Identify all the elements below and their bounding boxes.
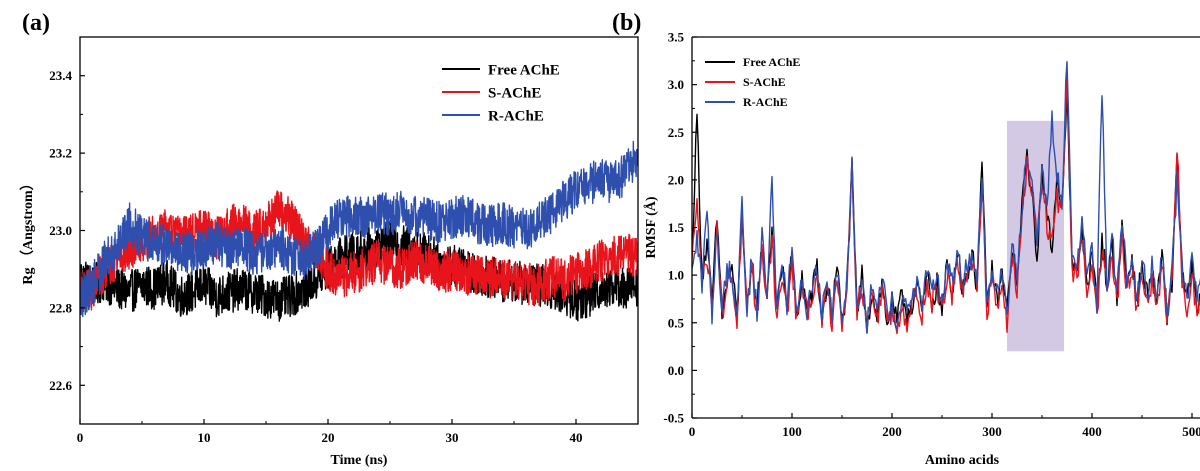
legend: Free AChE S-AChE R-AChE (705, 55, 800, 109)
x-tick-label: 10 (198, 430, 211, 445)
legend-label: R-AChE (488, 108, 544, 124)
x-tick-label: 0 (77, 430, 84, 445)
x-tick-label: 0 (689, 424, 696, 439)
series-line-r-ache (80, 140, 638, 318)
x-axis-title: Time (ns) (331, 453, 388, 468)
series-line-s-ache (80, 190, 638, 314)
legend-label: R-AChE (743, 95, 788, 109)
series-line-r-ache (692, 60, 1200, 334)
y-tick-label: 22.6 (49, 378, 72, 393)
panel-label: (a) (22, 10, 50, 36)
x-tick-label: 400 (1082, 424, 1102, 439)
y-tick-label: 1.0 (668, 268, 684, 283)
legend-label: Free AChE (743, 55, 800, 69)
y-tick-label: 3.0 (668, 77, 684, 92)
y-tick-label: 2.5 (668, 125, 685, 140)
x-tick-label: 20 (322, 430, 335, 445)
plot-area (692, 60, 1200, 335)
legend-label: S-AChE (488, 85, 541, 101)
x-tick-label: 40 (570, 430, 583, 445)
panel-label: (b) (612, 10, 641, 36)
y-tick-label: 22.8 (49, 300, 72, 315)
y-axis-title: Rg （Angstrom） (20, 176, 36, 284)
x-tick-label: 100 (782, 424, 802, 439)
y-tick-label: 0.0 (668, 363, 684, 378)
series-line-s-ache (692, 73, 1200, 335)
legend-label: Free AChE (488, 62, 560, 78)
y-tick-label: 0.5 (668, 315, 685, 330)
plot-area (80, 140, 638, 322)
y-axis-title: RMSF (Å) (643, 196, 659, 258)
x-tick-label: 300 (982, 424, 1002, 439)
series-line-free-ache (692, 90, 1200, 333)
chart-panel-1: 0 100 200 300 400 500 -0.5 0.0 0.5 1.0 1.5 2.0 2.5 3.… (612, 10, 1200, 468)
legend: Free AChE S-AChE R-AChE (442, 62, 560, 124)
y-tick-label: 2.0 (668, 172, 684, 187)
chart-panel-0: 0 10 20 30 40 22.6 22.8 23.0 23.2 23.4 Time (ns) Rg… (20, 10, 639, 468)
x-tick-label: 500 (1182, 424, 1200, 439)
y-tick-label: 1.5 (668, 220, 685, 235)
x-tick-label: 200 (882, 424, 902, 439)
legend-label: S-AChE (743, 75, 786, 89)
y-tick-label: 23.0 (49, 223, 72, 238)
x-axis-title: Amino acids (925, 453, 1000, 468)
y-tick-label: 23.4 (49, 68, 72, 83)
y-tick-label: 23.2 (49, 146, 72, 161)
y-tick-label: 3.5 (668, 30, 685, 45)
y-tick-label: -0.5 (663, 411, 684, 426)
x-tick-label: 30 (446, 430, 459, 445)
